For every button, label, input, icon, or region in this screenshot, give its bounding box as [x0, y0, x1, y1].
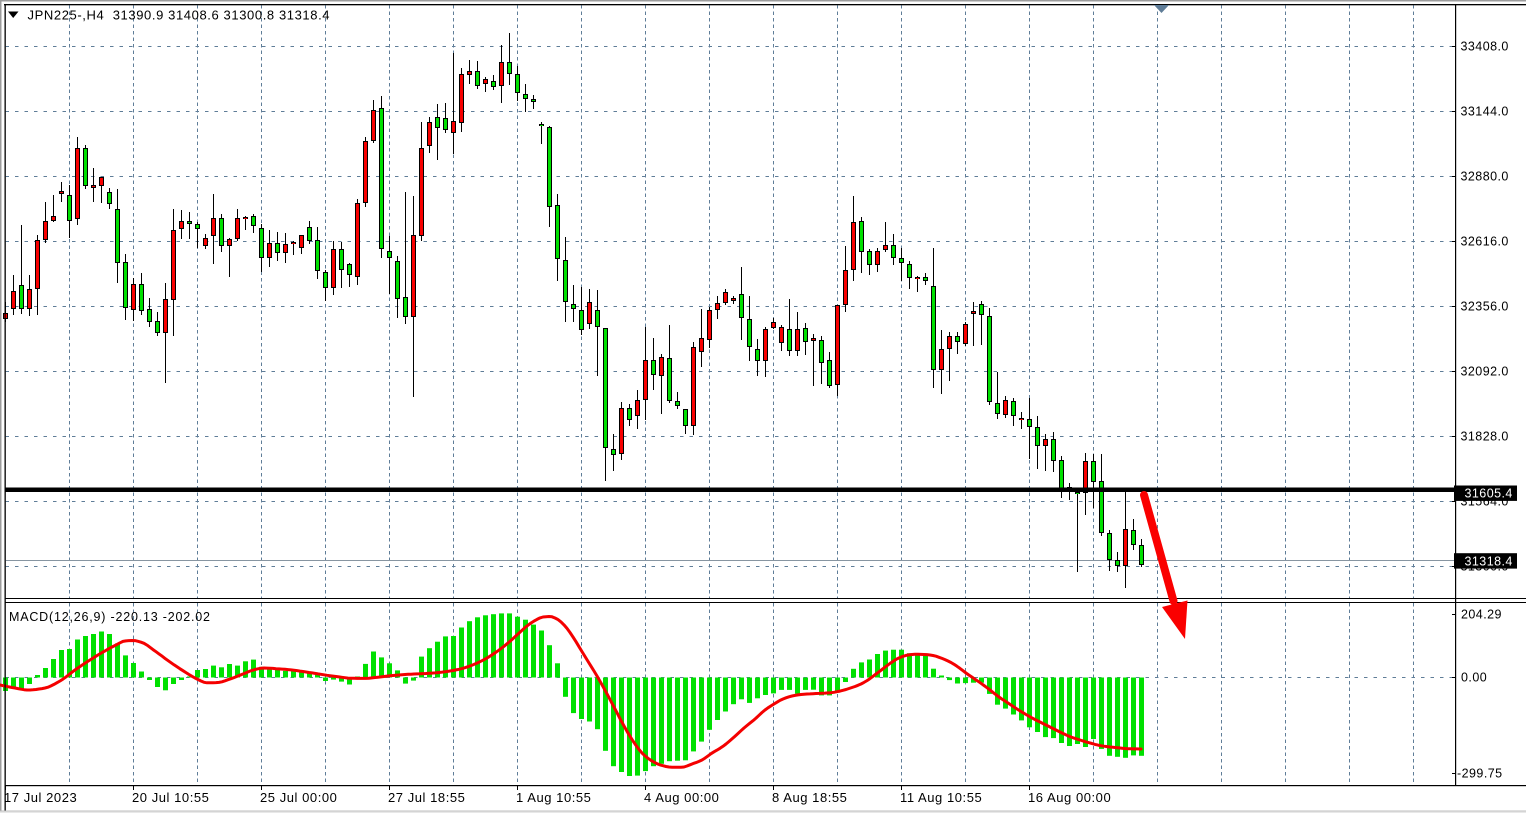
svg-text:33144.0: 33144.0: [1461, 104, 1509, 118]
svg-text:MACD(12,26,9) -220.13 -202.02: MACD(12,26,9) -220.13 -202.02: [9, 610, 211, 624]
svg-text:-299.75: -299.75: [1457, 766, 1503, 780]
svg-text:31828.0: 31828.0: [1461, 429, 1509, 443]
svg-text:16 Aug 00:00: 16 Aug 00:00: [1028, 790, 1111, 805]
svg-text:32616.0: 32616.0: [1461, 234, 1509, 248]
svg-text:17 Jul 2023: 17 Jul 2023: [4, 790, 77, 805]
svg-text:31318.4: 31318.4: [1465, 554, 1513, 568]
svg-text:33408.0: 33408.0: [1461, 39, 1509, 53]
svg-text:31605.4: 31605.4: [1465, 487, 1513, 501]
svg-text:1 Aug 10:55: 1 Aug 10:55: [516, 790, 591, 805]
svg-text:JPN225-,H4 31390.9 31408.6 31: JPN225-,H4 31390.9 31408.6 31300.8 31318…: [28, 8, 331, 23]
svg-text:32092.0: 32092.0: [1461, 364, 1509, 378]
svg-text:32356.0: 32356.0: [1461, 299, 1509, 313]
svg-text:8 Aug 18:55: 8 Aug 18:55: [772, 790, 847, 805]
svg-text:0.00: 0.00: [1461, 670, 1487, 684]
svg-text:204.29: 204.29: [1461, 607, 1502, 621]
svg-text:11 Aug 10:55: 11 Aug 10:55: [900, 790, 982, 805]
svg-text:32880.0: 32880.0: [1461, 169, 1509, 183]
svg-text:25 Jul 00:00: 25 Jul 00:00: [260, 790, 337, 805]
svg-text:27 Jul 18:55: 27 Jul 18:55: [388, 790, 465, 805]
svg-text:4 Aug 00:00: 4 Aug 00:00: [644, 790, 719, 805]
svg-text:20 Jul 10:55: 20 Jul 10:55: [132, 790, 209, 805]
